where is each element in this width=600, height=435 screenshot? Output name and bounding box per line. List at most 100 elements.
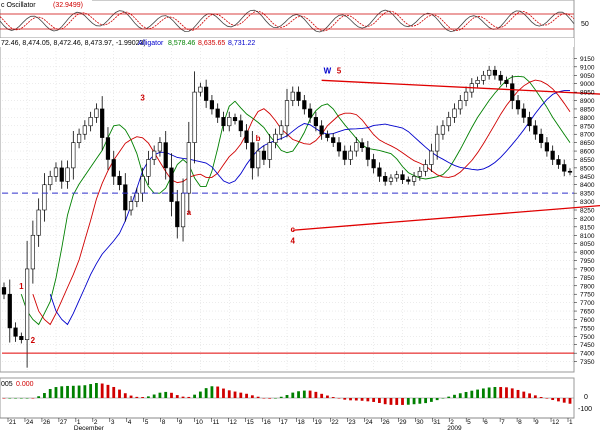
ao-bar bbox=[43, 393, 46, 398]
candle-body bbox=[498, 74, 503, 81]
y-tick-label: 8350 bbox=[580, 191, 595, 198]
alligator-line bbox=[32, 79, 571, 326]
x-tick-label: 12 bbox=[552, 419, 560, 426]
ao-bar bbox=[429, 398, 433, 402]
ao-bar bbox=[447, 396, 451, 398]
candle-body bbox=[481, 74, 486, 81]
oscillator-title: c Oscillator bbox=[1, 2, 36, 9]
candle-body bbox=[71, 142, 76, 169]
alligator-value-lips: 8,731.22 bbox=[228, 40, 255, 47]
ao-bar bbox=[343, 398, 347, 400]
candle-body bbox=[400, 174, 405, 180]
ao-bar bbox=[395, 398, 399, 405]
x-tick-label: 4 bbox=[128, 419, 132, 426]
price-header bbox=[0, 38, 574, 47]
y-tick-label: 7800 bbox=[580, 283, 595, 290]
candle-body bbox=[515, 100, 521, 110]
candle-body bbox=[117, 176, 122, 186]
candle-body bbox=[533, 125, 538, 135]
x-tick-label: 5 bbox=[145, 419, 149, 426]
candle-body bbox=[313, 117, 318, 127]
ao-bar bbox=[222, 388, 225, 398]
x-tick-label: 7 bbox=[501, 419, 505, 426]
candle-body bbox=[175, 201, 180, 228]
candle-body bbox=[423, 164, 428, 172]
y-tick-label: 8500 bbox=[580, 165, 595, 172]
candle-body bbox=[94, 108, 99, 118]
ao-bar bbox=[360, 398, 364, 401]
ao-bar bbox=[505, 387, 508, 398]
y-tick-label: 8700 bbox=[580, 132, 595, 139]
alligator-value-jaw: 8,578.46 bbox=[168, 40, 195, 47]
ao-bar bbox=[54, 387, 58, 398]
candle-body bbox=[284, 100, 290, 127]
candle-body bbox=[267, 142, 272, 160]
candle-body bbox=[336, 142, 342, 152]
ao-title: 005 bbox=[1, 381, 13, 388]
candle-body bbox=[463, 91, 469, 101]
candle-body bbox=[365, 147, 370, 160]
ao-bar bbox=[158, 392, 162, 398]
candle-body bbox=[105, 137, 111, 160]
candle-body bbox=[331, 137, 336, 143]
candle-body bbox=[204, 86, 209, 101]
y-tick-label: 8900 bbox=[580, 98, 595, 105]
ao-bar bbox=[146, 396, 150, 398]
ao-bar bbox=[66, 385, 69, 398]
ao-bar bbox=[100, 383, 104, 398]
ao-bar bbox=[175, 395, 179, 398]
candles bbox=[1, 65, 573, 368]
alligator-line bbox=[20, 75, 571, 326]
candle-body bbox=[383, 176, 388, 182]
ao-bar bbox=[406, 398, 410, 405]
ao-bar bbox=[493, 386, 497, 398]
x-tick-label: 22 bbox=[331, 419, 339, 426]
candle-body bbox=[169, 167, 174, 202]
candle-body bbox=[411, 176, 417, 182]
ao-bar bbox=[25, 398, 29, 399]
candle-body bbox=[417, 170, 422, 177]
candle-body bbox=[192, 91, 197, 143]
ao-bar bbox=[562, 398, 566, 403]
candle-body bbox=[550, 150, 555, 160]
date-axis: 21 24 26 27 1 2 3 4 5 8 9 10 11 12 15 16 17 18 19 22 23 24 26 2… bbox=[0, 417, 574, 432]
y-tick-label: 8050 bbox=[580, 241, 595, 248]
ao-bar bbox=[245, 393, 248, 398]
ao-bar bbox=[14, 398, 17, 399]
y-tick-label: 7450 bbox=[580, 342, 595, 349]
y-tick-label: 7700 bbox=[580, 300, 595, 307]
x-tick-label: 19 bbox=[314, 419, 322, 426]
x-tick-label: 1 bbox=[569, 419, 573, 426]
y-tick-label: 8450 bbox=[580, 174, 595, 181]
candle-body bbox=[232, 117, 238, 122]
x-tick-label: 10 bbox=[196, 419, 204, 426]
ao-bar bbox=[331, 397, 335, 398]
ao-bar bbox=[250, 395, 254, 398]
candle-body bbox=[209, 100, 215, 110]
ao-bar bbox=[118, 389, 121, 398]
candle-body bbox=[186, 142, 191, 194]
oscillator-title-bg bbox=[0, 0, 92, 9]
candle-body bbox=[527, 117, 532, 127]
ao-bar bbox=[204, 388, 208, 398]
x-tick-label: 2 bbox=[94, 419, 98, 426]
candle-body bbox=[261, 150, 266, 160]
y-tick-label: 8200 bbox=[580, 216, 595, 223]
ao-bar bbox=[539, 397, 543, 398]
ao-bar bbox=[19, 398, 23, 399]
candle-body bbox=[354, 142, 359, 152]
x-tick-label: 24 bbox=[365, 419, 373, 426]
y-tick-label: 8550 bbox=[580, 157, 595, 164]
y-tick-label: 8850 bbox=[580, 106, 595, 113]
ao-bar bbox=[545, 398, 549, 399]
ao-bar bbox=[302, 390, 306, 398]
ao-bar bbox=[314, 391, 318, 398]
candle-body bbox=[562, 164, 567, 172]
ao-bar bbox=[48, 389, 52, 398]
candle-body bbox=[388, 177, 394, 182]
x-tick-label: 29 bbox=[399, 419, 407, 426]
x-tick-label: 9 bbox=[179, 419, 183, 426]
ao-bar bbox=[71, 385, 75, 398]
wave-label: W bbox=[324, 67, 332, 76]
